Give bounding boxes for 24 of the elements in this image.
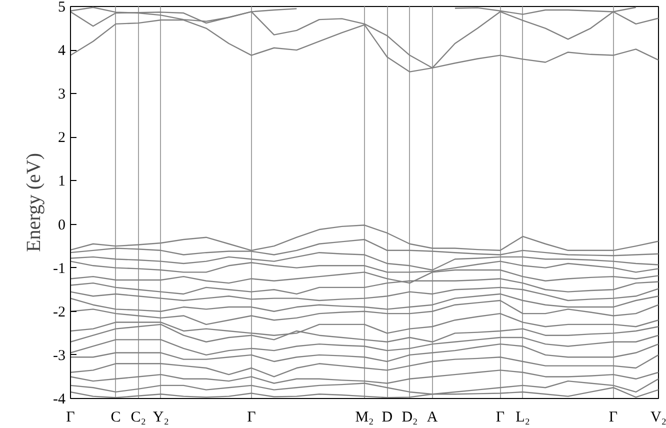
y-tick-label: -4 [53, 392, 66, 408]
x-tick-label: Γ [66, 410, 76, 426]
x-tick-label: C₂ [130, 410, 146, 426]
x-tick-label: Γ [608, 410, 618, 426]
x-tick-label: D [382, 410, 393, 426]
y-tick-label: 2 [58, 130, 66, 146]
x-tick-label: Γ [247, 410, 256, 426]
x-tick-label: Y₂ [152, 410, 169, 426]
y-tick-label: -2 [53, 304, 66, 320]
x-tick-label: A [426, 410, 438, 426]
y-tick-label: 4 [58, 43, 66, 60]
y-tick-label: -1 [53, 260, 66, 277]
x-tick-label: L₂ [516, 410, 530, 426]
x-tick-label: C [110, 410, 121, 426]
x-tick-label: D₂ [402, 410, 418, 426]
x-tick-label: V₂ [650, 410, 666, 426]
y-tick-label: 5 [58, 0, 66, 16]
y-tick-label: 0 [58, 217, 66, 234]
y-tick-label: 1 [58, 174, 66, 190]
y-tick-label: 3 [58, 86, 66, 103]
x-tick-label: Γ [496, 410, 505, 426]
x-tick-label: M₂ [355, 410, 374, 426]
y-tick-label: -3 [53, 348, 66, 364]
y-axis-title: Energy (eV) [23, 152, 46, 252]
